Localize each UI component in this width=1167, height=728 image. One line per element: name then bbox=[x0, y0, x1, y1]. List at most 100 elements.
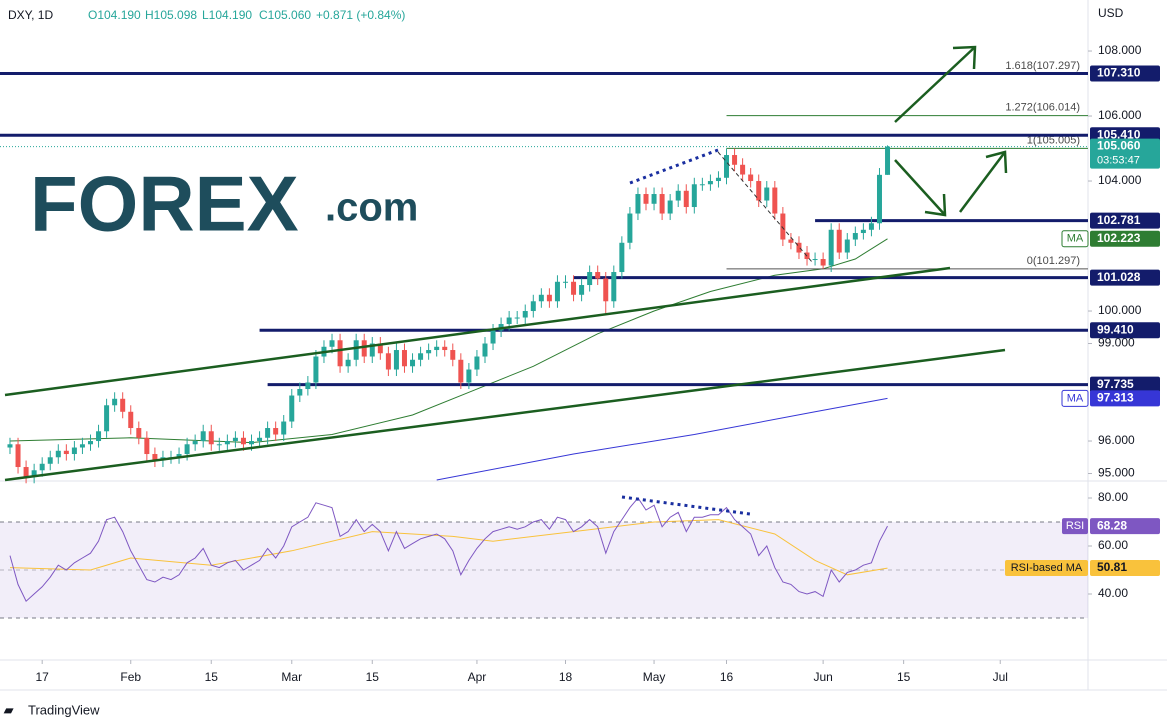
candle-body bbox=[377, 343, 383, 354]
candle-body bbox=[128, 411, 134, 429]
level-label: 97.735 bbox=[1097, 377, 1134, 391]
arrow bbox=[959, 151, 1006, 213]
candle-body bbox=[675, 190, 681, 201]
rsi-ma-line bbox=[9, 519, 888, 576]
candle-body bbox=[643, 194, 649, 204]
trend-line bbox=[4, 266, 951, 397]
level-label: 105.410 bbox=[1097, 127, 1141, 141]
level-label-box bbox=[1090, 376, 1160, 393]
candle-body bbox=[401, 350, 407, 367]
candle-body bbox=[530, 301, 536, 312]
last-price-label-box bbox=[1090, 138, 1160, 169]
candle-body bbox=[691, 184, 697, 208]
y-tick-label: 104.000 bbox=[1098, 173, 1142, 187]
candle-body bbox=[208, 431, 214, 445]
arrow bbox=[894, 46, 976, 123]
candle-body bbox=[885, 146, 891, 175]
level-label: 107.310 bbox=[1097, 66, 1141, 80]
candle-body bbox=[740, 164, 746, 175]
candle-body bbox=[313, 356, 319, 383]
x-tick-label: 16 bbox=[720, 670, 734, 684]
ma-value-box bbox=[1090, 230, 1160, 247]
candle-body bbox=[860, 229, 866, 234]
candle-body bbox=[522, 311, 528, 318]
candle-body bbox=[490, 330, 496, 344]
level-label: 99.410 bbox=[1097, 322, 1134, 336]
x-tick-label: Jun bbox=[813, 670, 832, 684]
candle-body bbox=[562, 281, 568, 283]
candle-body bbox=[136, 428, 142, 438]
candle-body bbox=[87, 441, 93, 445]
candle-body bbox=[144, 437, 150, 455]
candle-body bbox=[273, 428, 279, 435]
candle-body bbox=[732, 155, 738, 165]
candle-body bbox=[410, 359, 416, 367]
watermark-suffix: .com bbox=[325, 186, 418, 230]
candle-body bbox=[699, 184, 705, 186]
rsi-ma-name: RSI-based MA bbox=[1011, 562, 1083, 574]
x-tick-label: 18 bbox=[559, 670, 573, 684]
candle-body bbox=[200, 431, 206, 442]
x-tick-label: 17 bbox=[36, 670, 50, 684]
rsi-tick-label: 80.00 bbox=[1098, 490, 1128, 504]
x-tick-label: May bbox=[643, 670, 666, 684]
candle-body bbox=[876, 174, 882, 224]
rsi-ma-value-box bbox=[1090, 560, 1160, 577]
level-label: 101.028 bbox=[1097, 270, 1141, 284]
candle-body bbox=[571, 281, 577, 295]
moving-average bbox=[9, 238, 888, 444]
candle-body bbox=[240, 437, 246, 445]
candle-body bbox=[232, 437, 238, 442]
divergence-line bbox=[629, 148, 719, 185]
trend-line bbox=[4, 348, 1006, 482]
candle-body bbox=[506, 317, 512, 325]
candle-body bbox=[31, 470, 37, 477]
x-tick-label: Feb bbox=[120, 670, 141, 684]
candle-body bbox=[844, 239, 850, 253]
candle-body bbox=[297, 389, 303, 396]
rsi-tick-label: 60.00 bbox=[1098, 538, 1128, 552]
candle-body bbox=[426, 350, 432, 354]
candle-body bbox=[15, 444, 21, 468]
level-label: 102.781 bbox=[1097, 213, 1141, 227]
candle-body bbox=[707, 181, 713, 185]
legend: DXY, 1D O104.190 H105.098 L104.190 C105.… bbox=[8, 8, 405, 22]
candle-body bbox=[828, 229, 834, 266]
candle-body bbox=[442, 346, 448, 351]
candle-body bbox=[780, 213, 786, 240]
arrow-head bbox=[924, 193, 947, 217]
candle-body bbox=[772, 187, 778, 214]
candle-body bbox=[627, 213, 633, 243]
ma-name: MA bbox=[1067, 392, 1084, 404]
retracement-line bbox=[717, 151, 813, 263]
candle-body bbox=[514, 317, 520, 319]
arrow bbox=[894, 159, 946, 216]
candle-body bbox=[418, 353, 424, 360]
candle-body bbox=[39, 463, 45, 471]
candle-body bbox=[868, 223, 874, 230]
countdown: 03:53:47 bbox=[1097, 154, 1140, 166]
y-tick-label: 108.000 bbox=[1098, 43, 1142, 57]
candle-body bbox=[587, 272, 593, 286]
candle-body bbox=[47, 457, 53, 464]
rsi-value-box bbox=[1090, 518, 1160, 535]
level-label-box bbox=[1090, 269, 1160, 286]
y-tick-label: 99.000 bbox=[1098, 336, 1135, 350]
symbol: DXY, 1D bbox=[8, 8, 53, 22]
x-tick-label: 15 bbox=[897, 670, 911, 684]
ohlc-close: C105.060 bbox=[259, 8, 311, 22]
rsi-line bbox=[9, 497, 888, 603]
candle-body bbox=[466, 369, 472, 383]
footer-brand: TradingView bbox=[28, 702, 100, 717]
candle-body bbox=[7, 444, 13, 448]
candle-body bbox=[216, 444, 222, 446]
candle-body bbox=[852, 233, 858, 240]
candle-body bbox=[554, 281, 560, 302]
candle-body bbox=[345, 359, 351, 367]
arrow-head bbox=[952, 45, 977, 70]
level-label-box bbox=[1090, 65, 1160, 82]
ma-value: 102.223 bbox=[1097, 231, 1141, 245]
candle-body bbox=[450, 350, 456, 360]
candle-body bbox=[63, 450, 69, 455]
